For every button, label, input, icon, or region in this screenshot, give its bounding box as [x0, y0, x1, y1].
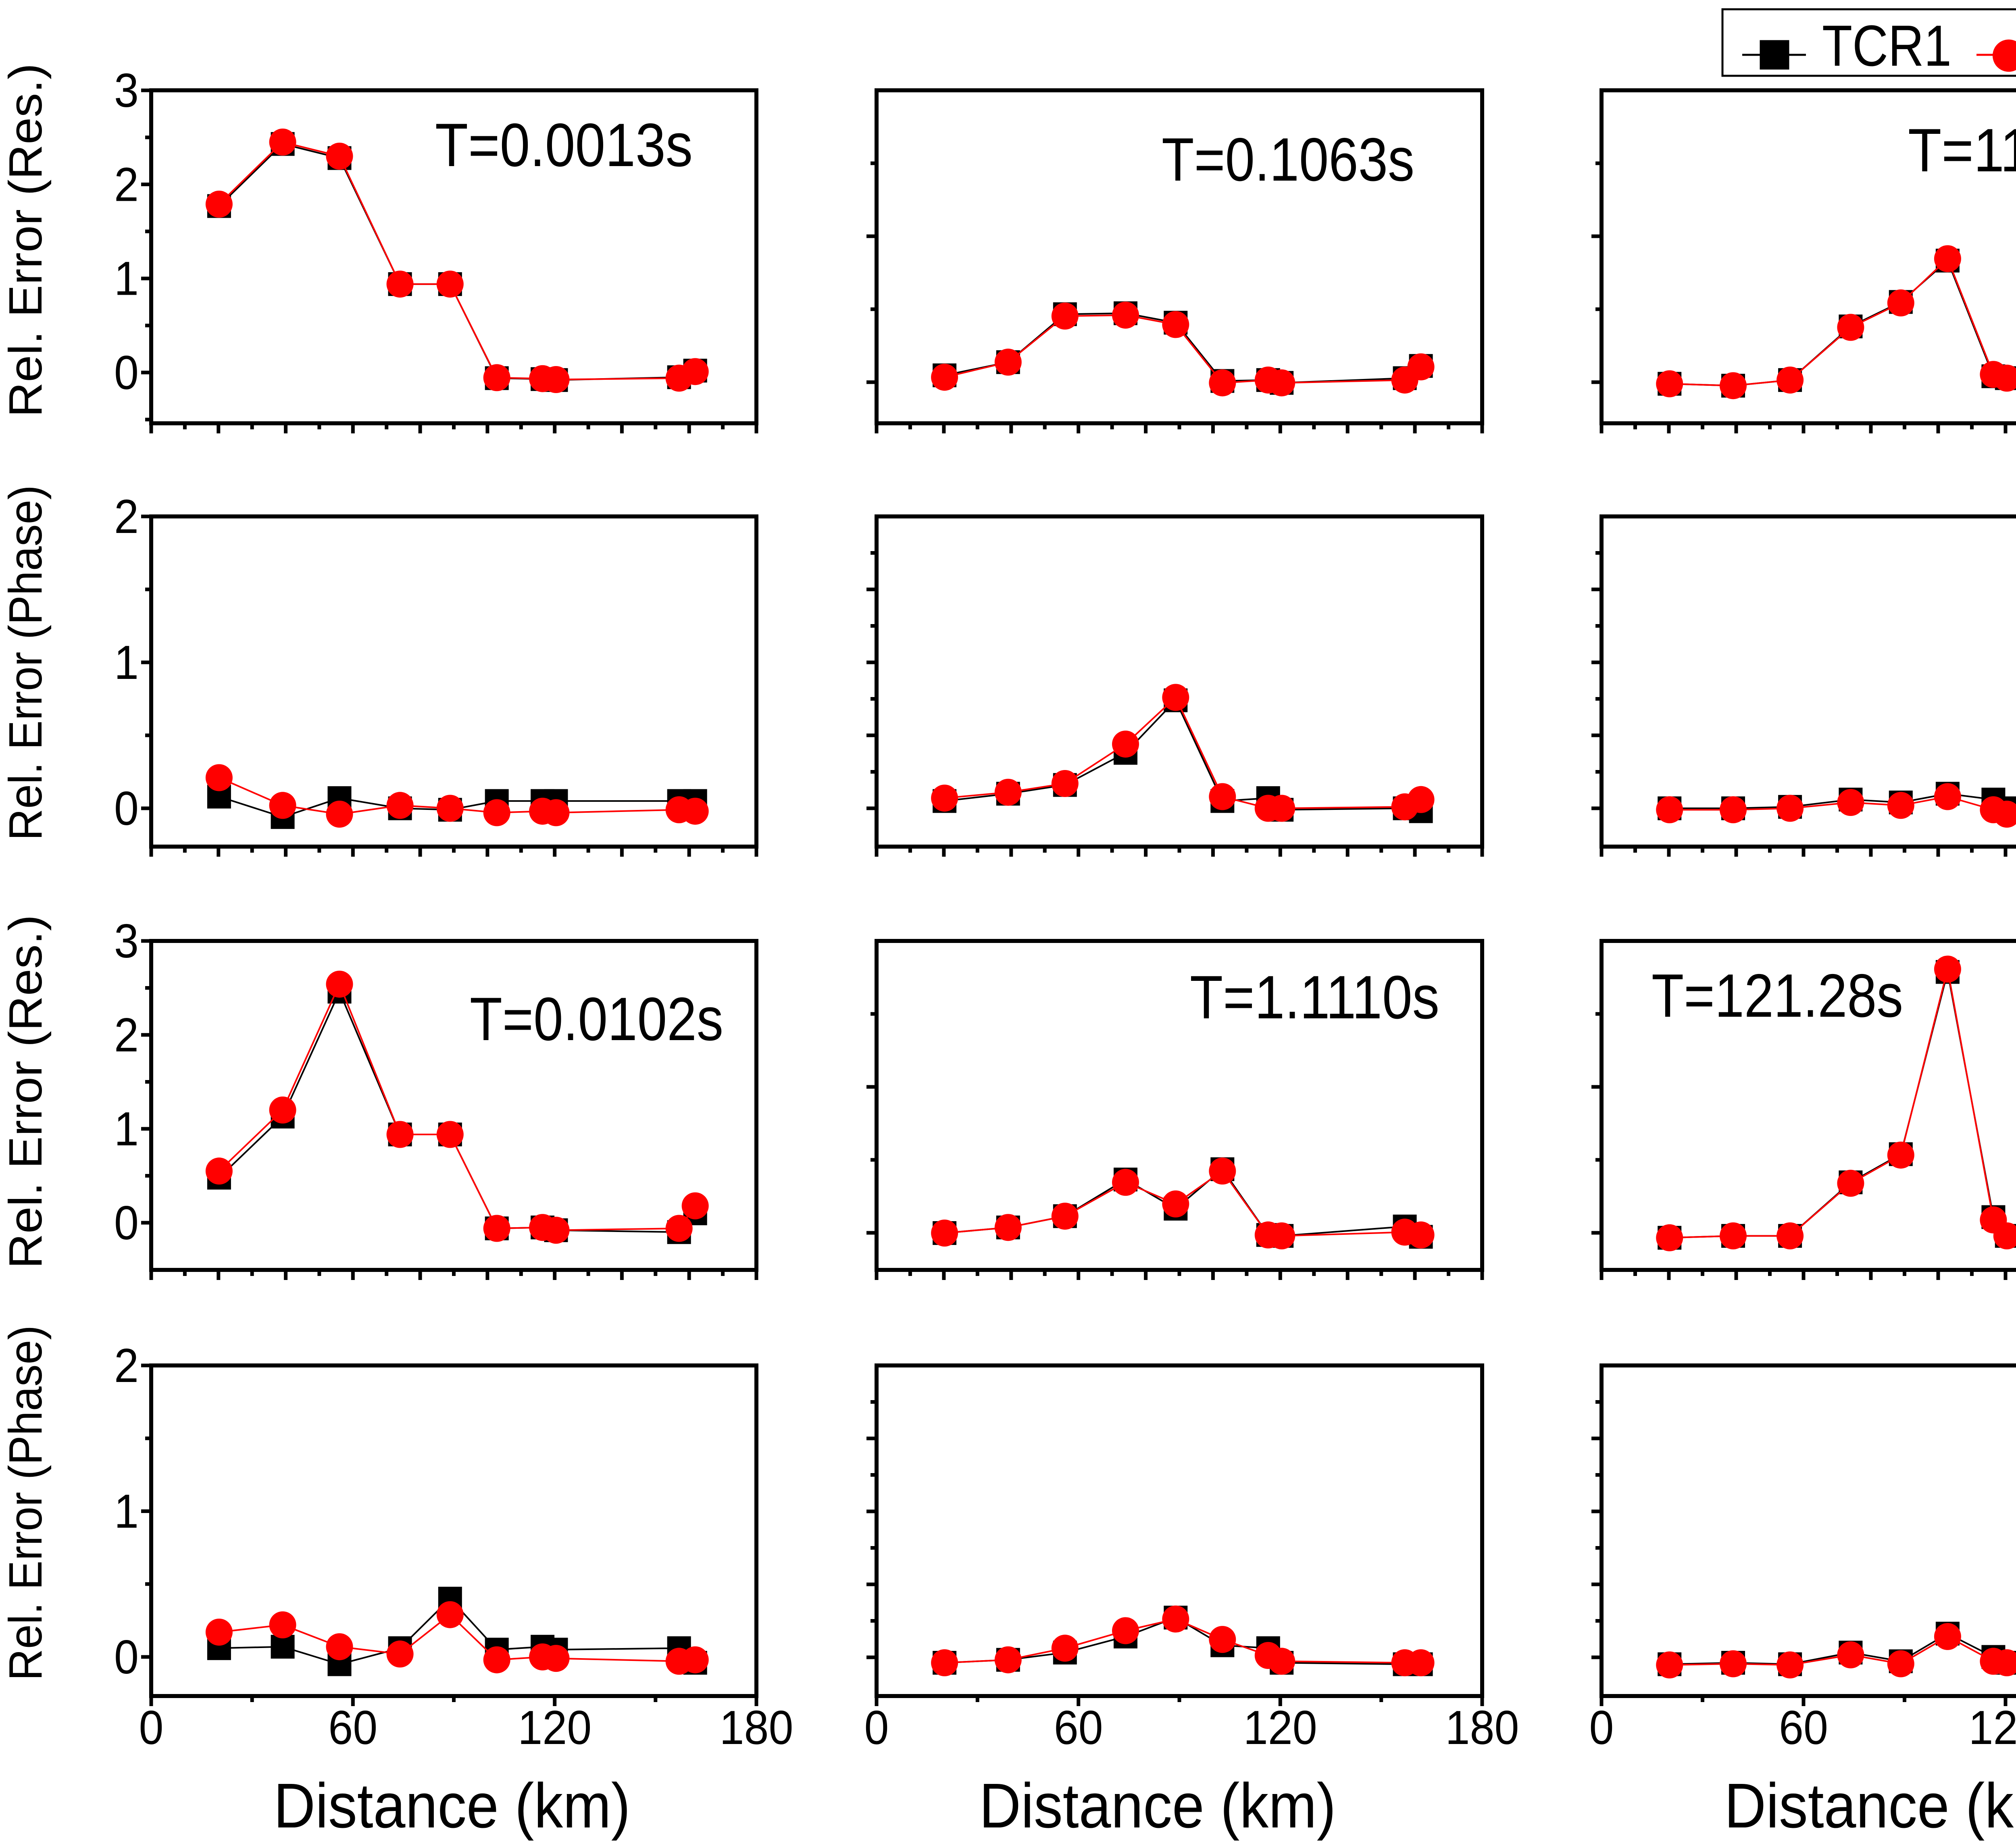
svg-text:Distance (km): Distance (km)	[979, 1771, 1336, 1841]
svg-text:T=121.28s: T=121.28s	[1652, 962, 1903, 1030]
svg-text:T=0.0013s: T=0.0013s	[435, 111, 693, 179]
svg-text:180: 180	[1445, 1701, 1519, 1754]
svg-text:120: 120	[1969, 1701, 2016, 1754]
svg-text:120: 120	[518, 1701, 591, 1754]
svg-text:60: 60	[1779, 1701, 1828, 1754]
svg-text:2: 2	[114, 490, 139, 543]
svg-text:120: 120	[1243, 1701, 1317, 1754]
svg-text:1: 1	[114, 1102, 139, 1156]
svg-text:Rel. Error (Phase): Rel. Error (Phase)	[0, 485, 52, 841]
svg-text:TCR1: TCR1	[1822, 13, 1951, 78]
svg-text:Rel. Error (Phase): Rel. Error (Phase)	[0, 1325, 52, 1681]
svg-text:3: 3	[114, 914, 139, 968]
svg-text:T=0.0102s: T=0.0102s	[470, 985, 723, 1053]
svg-text:1: 1	[114, 252, 139, 306]
svg-text:1: 1	[114, 1484, 139, 1538]
svg-text:Distance (km): Distance (km)	[1724, 1771, 2016, 1841]
svg-text:Rel. Error (Res.): Rel. Error (Res.)	[0, 915, 52, 1269]
svg-text:Distance (km): Distance (km)	[274, 1771, 631, 1841]
svg-text:0: 0	[864, 1701, 889, 1754]
svg-text:60: 60	[328, 1701, 377, 1754]
svg-text:1: 1	[114, 636, 139, 689]
svg-text:T=1.1110s: T=1.1110s	[1190, 963, 1439, 1032]
svg-text:Rel. Error (Res.): Rel. Error (Res.)	[0, 63, 52, 417]
svg-text:0: 0	[114, 1196, 139, 1250]
svg-text:3: 3	[114, 64, 139, 117]
svg-text:0: 0	[114, 346, 139, 400]
svg-text:180: 180	[720, 1701, 793, 1754]
svg-text:2: 2	[114, 1008, 139, 1062]
svg-text:60: 60	[1054, 1701, 1103, 1754]
svg-text:T=11.6078s: T=11.6078s	[1908, 116, 2016, 185]
svg-text:2: 2	[114, 158, 139, 211]
svg-text:0: 0	[139, 1701, 164, 1754]
svg-text:0: 0	[114, 1630, 139, 1684]
svg-text:0: 0	[114, 782, 139, 835]
svg-text:2: 2	[114, 1339, 139, 1392]
svg-text:T=0.1063s: T=0.1063s	[1162, 125, 1414, 194]
svg-text:0: 0	[1589, 1701, 1614, 1754]
